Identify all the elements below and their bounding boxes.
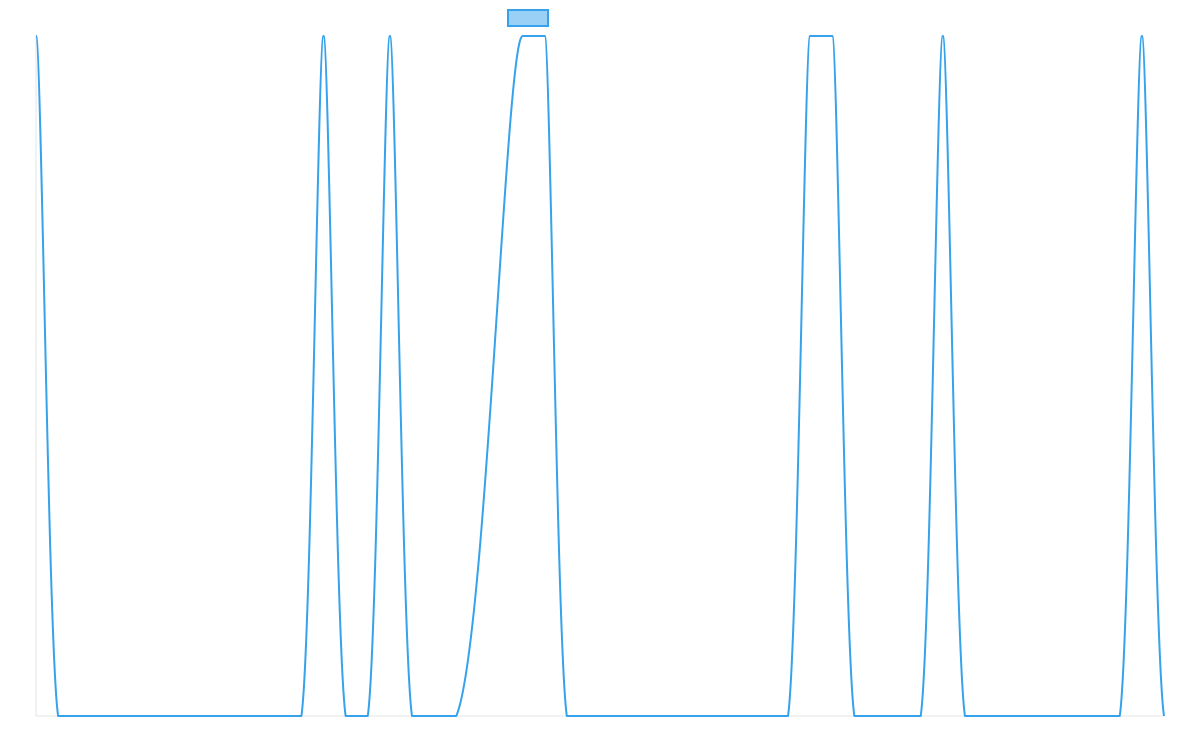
legend-swatch[interactable] <box>507 9 549 27</box>
series-layer <box>35 35 1165 717</box>
series-line <box>35 35 1165 717</box>
axes <box>35 36 1164 717</box>
legend[interactable] <box>507 9 549 27</box>
